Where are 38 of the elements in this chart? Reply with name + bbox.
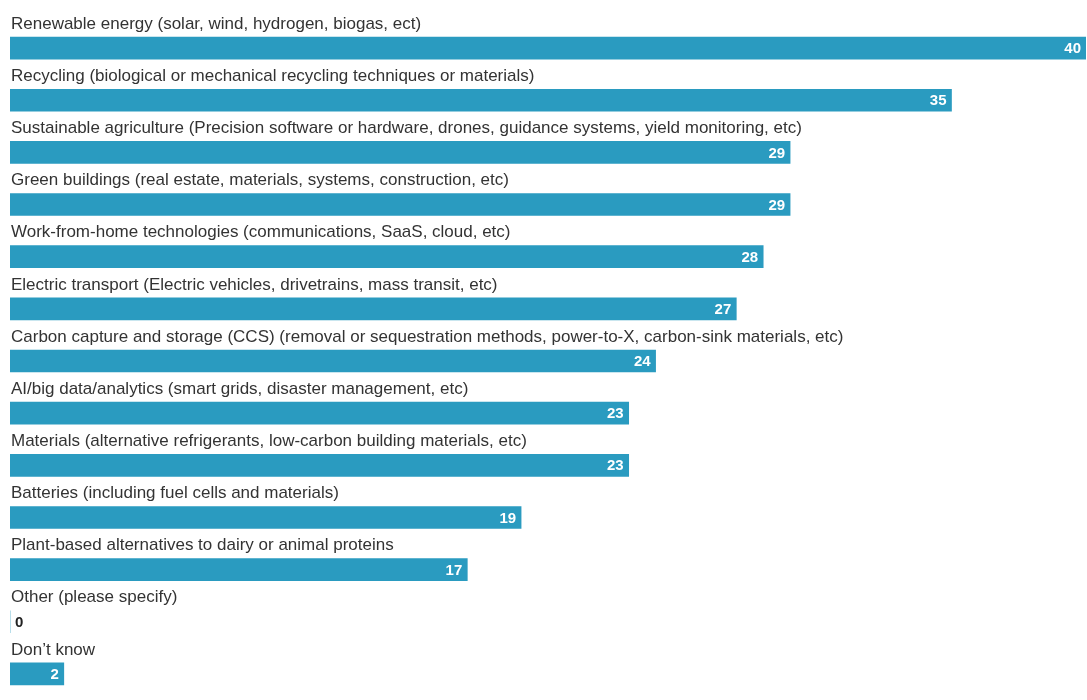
bar — [10, 245, 764, 269]
bar — [10, 401, 630, 425]
y-tick-label: Other (please specify) — [11, 587, 178, 607]
data-label: 29 — [768, 143, 786, 161]
y-tick-label: Recycling (biological or mechanical recycling techniques or materials) — [11, 65, 535, 85]
data-label: 24 — [633, 352, 652, 370]
data-label: 35 — [929, 91, 947, 109]
data-label: 27 — [714, 299, 732, 317]
y-tick-label: Renewable energy (solar, wind, hydrogen, biogas, ect) — [11, 13, 422, 33]
bar — [10, 36, 1086, 60]
y-tick-label: Sustainable agriculture (Precision software or hardware, drones, guidance systems, yield monitoring, etc) — [11, 118, 802, 138]
y-tick-label: Plant-based alternatives to dairy or animal proteins — [11, 535, 394, 555]
y-tick-label: Don’t know — [11, 639, 96, 659]
data-label: 23 — [607, 456, 624, 474]
y-tick-label: Work-from-home technologies (communications, SaaS, cloud, etc) — [11, 222, 511, 242]
y-tick-label: Electric transport (Electric vehicles, drivetrains, mass transit, etc) — [11, 274, 498, 294]
data-label: 17 — [445, 560, 463, 578]
bar — [10, 349, 656, 373]
data-label: 28 — [741, 247, 759, 265]
bar — [10, 506, 522, 529]
bar — [10, 88, 952, 112]
bar — [10, 297, 737, 321]
bar — [10, 193, 791, 216]
data-label: 40 — [1064, 39, 1081, 57]
y-tick-label: Green buildings (real estate, materials, systems, construction, etc) — [11, 170, 509, 190]
y-tick-label: AI/big data/analytics (smart grids, disaster management, etc) — [11, 378, 469, 398]
data-label: 2 — [50, 665, 59, 683]
data-label: 29 — [768, 195, 786, 213]
bar — [10, 662, 65, 686]
y-tick-label: Carbon capture and storage (CCS) (removal or sequestration methods, power-to-X, carbon-sink materials, etc) — [11, 326, 844, 346]
bar — [10, 453, 630, 477]
data-label: 23 — [607, 404, 624, 422]
data-label: 19 — [499, 508, 517, 526]
y-tick-label: Batteries (including fuel cells and materials) — [11, 483, 339, 503]
data-label: 0 — [15, 612, 24, 630]
y-tick-label: Materials (alternative refrigerants, low-carbon building materials, etc) — [11, 431, 527, 450]
bar — [10, 141, 791, 164]
bar — [10, 558, 468, 581]
